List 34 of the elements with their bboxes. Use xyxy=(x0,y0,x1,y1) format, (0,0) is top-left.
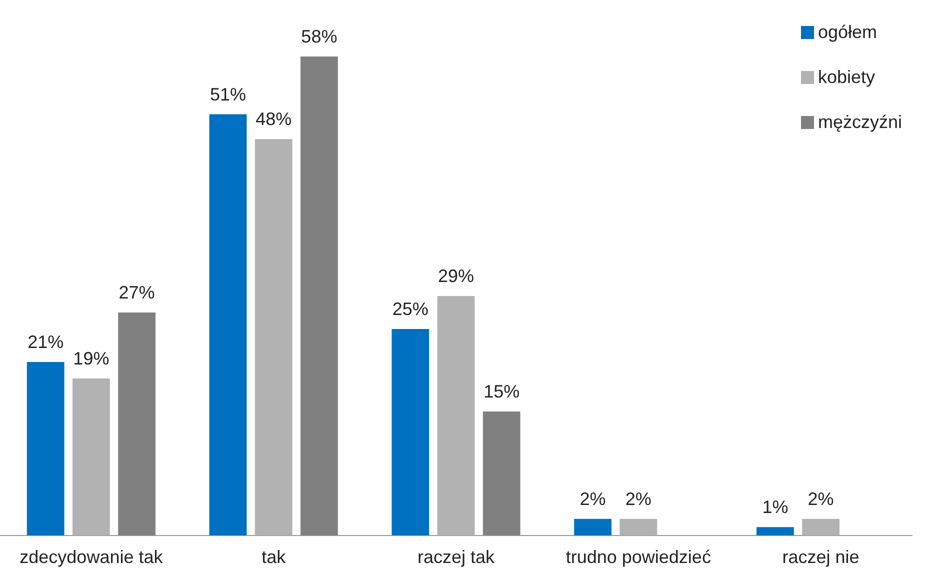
bar xyxy=(300,56,338,536)
bar xyxy=(482,412,520,536)
x-tick-label: zdecydowanie tak xyxy=(20,547,164,568)
bar xyxy=(72,378,110,536)
bar xyxy=(26,362,64,536)
data-label: 51% xyxy=(210,84,246,104)
data-label: 2% xyxy=(808,488,834,509)
bar xyxy=(437,296,475,536)
data-label: 19% xyxy=(73,348,110,368)
legend-label: kobiety xyxy=(818,67,876,88)
x-tick-label: raczej nie xyxy=(782,547,860,568)
bar xyxy=(392,328,430,536)
bar xyxy=(118,312,156,536)
data-label: 48% xyxy=(256,109,292,130)
data-label: 1% xyxy=(762,497,788,518)
data-label: 25% xyxy=(392,298,428,319)
legend-label: mężczyźni xyxy=(818,112,902,133)
bar xyxy=(756,527,794,536)
data-label: 21% xyxy=(28,332,64,352)
data-label: 29% xyxy=(438,266,474,286)
data-label: 2% xyxy=(625,488,652,509)
data-label: 27% xyxy=(118,282,155,302)
data-label: 2% xyxy=(580,488,606,509)
bar xyxy=(574,518,612,536)
x-tick-label: raczej tak xyxy=(417,547,496,568)
x-tick-label: tak xyxy=(262,547,287,568)
bar xyxy=(802,518,840,536)
bar xyxy=(209,114,247,536)
legend-label: ogółem xyxy=(818,22,878,43)
x-tick-label: trudno powiedzieć xyxy=(566,547,711,568)
data-label: 58% xyxy=(301,26,338,46)
data-label: 15% xyxy=(484,382,520,402)
bar xyxy=(620,518,658,536)
bar xyxy=(254,139,292,536)
